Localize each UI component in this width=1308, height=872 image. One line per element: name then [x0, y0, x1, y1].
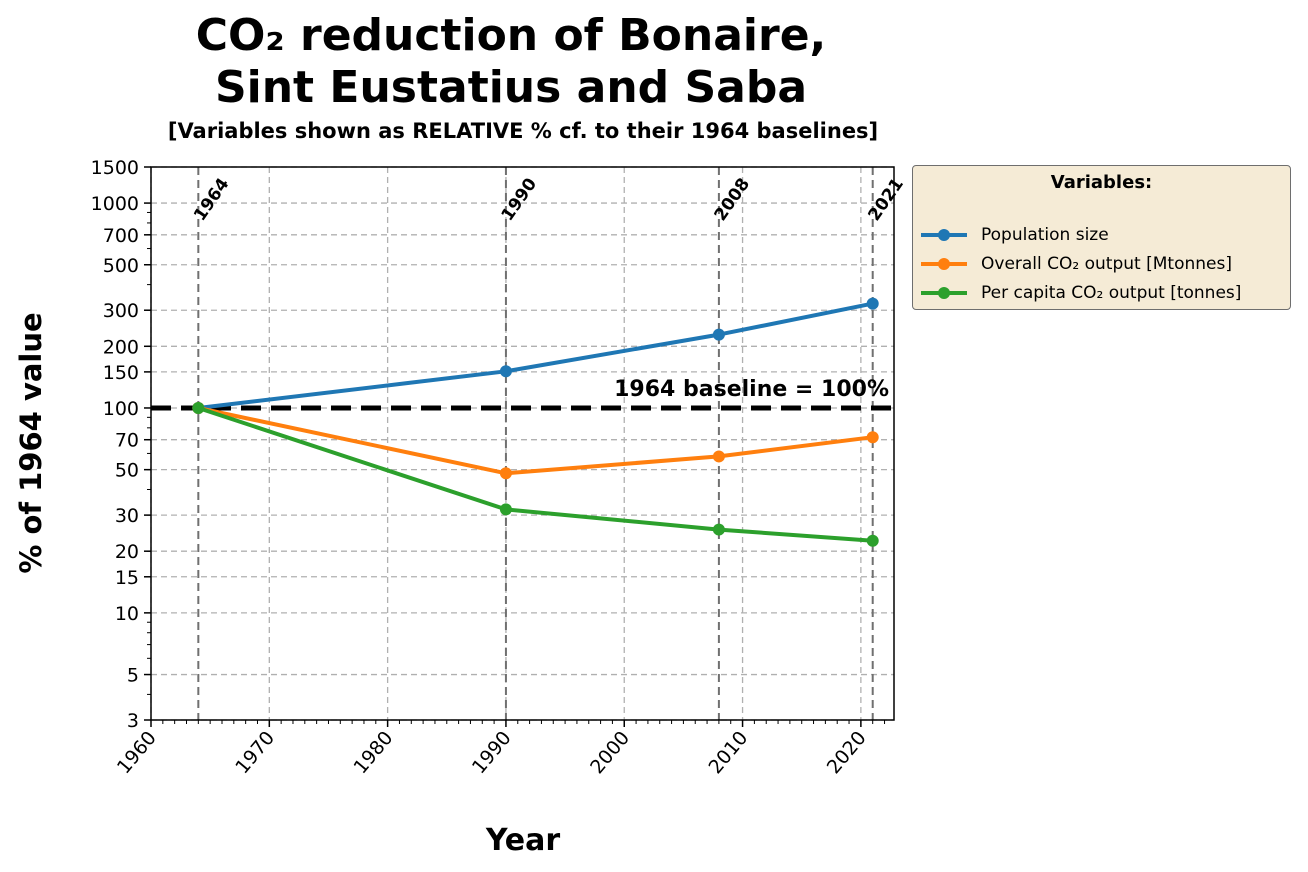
y-tick-label-100: 100 [103, 398, 139, 420]
series-1-point-2008 [712, 450, 725, 463]
y-axis-label: % of 1964 value [14, 312, 48, 573]
series-0-point-2021 [866, 297, 879, 310]
milestone-label-2008: 2008 [711, 175, 755, 225]
x-tick-label-1990: 1990 [468, 727, 516, 778]
x-tick-label-2010: 2010 [704, 727, 752, 778]
plot-area: 1964 1990 2008 2021 1964 baseline = 100% 3 5 10… [91, 157, 908, 778]
legend-title: Variables: [1050, 172, 1153, 193]
y-tick-label-10: 10 [115, 603, 139, 625]
x-tick-label-1970: 1970 [231, 727, 279, 778]
y-tick-label-150: 150 [103, 362, 139, 384]
x-tick-label-2020: 2020 [823, 727, 871, 778]
legend-swatch-overall-co2 [919, 252, 969, 276]
y-tick-label-1000: 1000 [91, 193, 139, 215]
x-tick-label-2000: 2000 [586, 727, 634, 778]
series-1-point-1990 [499, 467, 512, 480]
y-tick-label-1500: 1500 [91, 157, 139, 179]
y-tick-label-700: 700 [103, 225, 139, 247]
x-tick-label-1980: 1980 [350, 727, 398, 778]
legend-label-per-capita-co2: Per capita CO₂ output [tonnes] [981, 283, 1242, 303]
legend: Variables: Population size Overall CO₂ o… [912, 165, 1291, 310]
y-tick-label-70: 70 [115, 430, 139, 452]
series-2-point-2021 [866, 534, 879, 547]
series-0-point-2008 [712, 328, 725, 341]
y-tick-label-15: 15 [115, 567, 139, 589]
series-2-point-1964 [192, 401, 205, 414]
series-2-point-1990 [499, 503, 512, 516]
baseline-label: 1964 baseline = 100% [614, 377, 889, 402]
chart-title-line2: Sint Eustatius and Saba [215, 62, 807, 113]
plot-frame [150, 166, 895, 721]
milestone-label-2021: 2021 [864, 175, 908, 225]
series-1-point-2021 [866, 431, 879, 444]
y-tick-label-500: 500 [103, 255, 139, 277]
y-tick-label-200: 200 [103, 336, 139, 358]
legend-swatch-per-capita-co2 [919, 281, 969, 305]
legend-item-overall-co2: Overall CO₂ output [Mtonnes] [919, 252, 1232, 276]
milestone-label-1990: 1990 [498, 174, 542, 224]
y-tick-label-300: 300 [103, 300, 139, 322]
x-tick-label-1960: 1960 [113, 727, 161, 778]
legend-item-population: Population size [919, 223, 1109, 247]
legend-item-per-capita-co2: Per capita CO₂ output [tonnes] [919, 281, 1241, 305]
series-line-0 [198, 301, 874, 410]
chart-title-line1: CO₂ reduction of Bonaire, [196, 10, 827, 61]
legend-label-population: Population size [981, 225, 1109, 245]
legend-swatch-population [919, 223, 969, 247]
series-line-1 [197, 406, 873, 476]
y-tick-label-3: 3 [127, 710, 139, 732]
series-line-2 [197, 406, 873, 543]
milestone-label-1964: 1964 [190, 174, 234, 224]
x-axis-label: Year [485, 823, 561, 858]
series-0-point-1990 [499, 365, 512, 378]
y-tick-label-5: 5 [127, 665, 139, 687]
chart-subtitle: [Variables shown as RELATIVE % cf. to th… [168, 119, 878, 143]
y-tick-label-30: 30 [115, 505, 139, 527]
legend-label-overall-co2: Overall CO₂ output [Mtonnes] [981, 254, 1232, 274]
y-tick-label-50: 50 [115, 460, 139, 482]
y-tick-label-20: 20 [115, 541, 139, 563]
series-2-point-2008 [712, 523, 725, 536]
